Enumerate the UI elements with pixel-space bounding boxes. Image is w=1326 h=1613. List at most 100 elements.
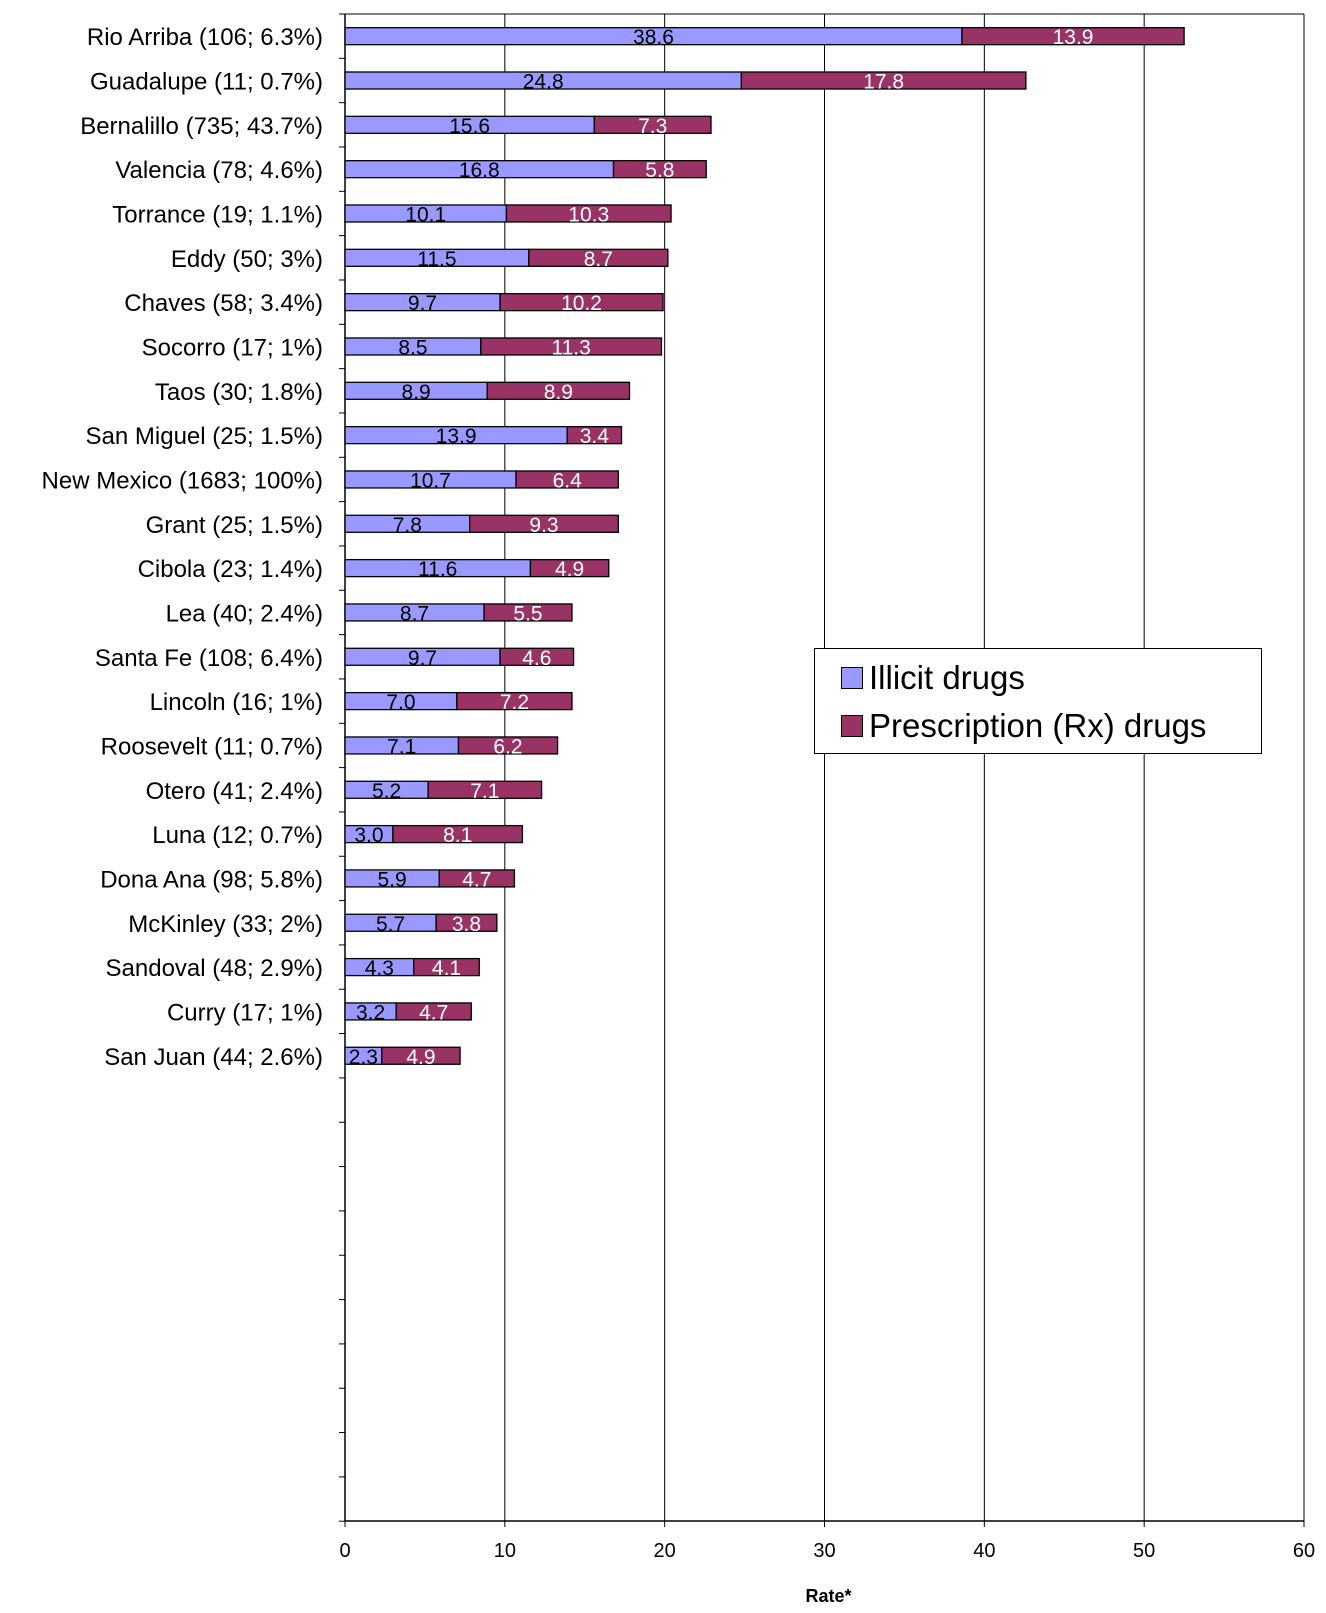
data-label: 2.3: [349, 1046, 378, 1069]
data-label: 9.7: [408, 647, 437, 670]
category-label: Valencia (78; 4.6%): [115, 157, 323, 184]
data-label: 10.7: [410, 469, 451, 492]
category-label: Taos (30; 1.8%): [155, 379, 323, 406]
data-label: 3.0: [354, 824, 383, 847]
data-label: 7.8: [393, 514, 422, 537]
data-label: 4.9: [555, 558, 584, 581]
category-label: Dona Ana (98; 5.8%): [100, 866, 323, 893]
bar-segment: [457, 736, 559, 755]
data-label: 4.3: [365, 957, 394, 980]
category-label: Bernalillo (735; 43.7%): [80, 113, 323, 140]
bar-segment: [499, 647, 575, 666]
category-label: New Mexico (1683; 100%): [42, 467, 323, 494]
bar-segment: [612, 160, 707, 179]
x-tick-label: 60: [1293, 1540, 1315, 1562]
bar-segment: [483, 603, 573, 622]
data-label: 4.7: [462, 868, 491, 891]
legend: Illicit drugs Prescription (Rx) drugs: [814, 648, 1262, 754]
data-label: 16.8: [459, 159, 500, 182]
category-label: Curry (17; 1%): [167, 999, 323, 1026]
legend-swatch-prescription: [841, 715, 863, 737]
bar-segment: [469, 514, 619, 533]
data-label: 10.1: [405, 203, 446, 226]
bar-segment: [395, 1002, 472, 1021]
data-label: 8.9: [544, 381, 573, 404]
data-label: 8.7: [584, 248, 613, 271]
bar-segment: [566, 425, 623, 445]
x-tick-label: 20: [654, 1540, 676, 1562]
bar-segment: [593, 115, 712, 134]
data-label: 5.2: [372, 780, 401, 803]
category-label: Chaves (58; 3.4%): [124, 290, 323, 317]
category-label: San Miguel (25; 1.5%): [86, 423, 323, 450]
legend-label-illicit: Illicit drugs: [869, 659, 1025, 696]
data-label: 7.2: [500, 691, 529, 714]
data-label: 5.7: [376, 913, 405, 936]
bar-segment: [529, 558, 610, 578]
legend-label-prescription: Prescription (Rx) drugs: [869, 707, 1207, 744]
category-label: Torrance (19; 1.1%): [112, 201, 323, 228]
data-label: 8.7: [400, 602, 429, 625]
x-tick-label: 50: [1133, 1540, 1155, 1562]
bar-segment: [413, 957, 480, 977]
category-label: San Juan (44; 2.6%): [104, 1044, 323, 1071]
legend-item-prescription: Prescription (Rx) drugs: [841, 707, 1206, 745]
data-label: 6.2: [493, 735, 522, 758]
data-label: 4.1: [432, 957, 461, 980]
data-label: 5.9: [378, 868, 407, 891]
data-label: 10.3: [568, 203, 609, 226]
legend-swatch-illicit: [841, 667, 863, 689]
category-label: Cibola (23; 1.4%): [138, 556, 323, 583]
data-label: 4.9: [406, 1046, 435, 1069]
category-label: Luna (12; 0.7%): [152, 822, 323, 849]
data-label: 8.9: [402, 381, 431, 404]
data-label: 8.1: [443, 824, 472, 847]
bar-segment: [740, 71, 1027, 90]
data-label: 5.5: [513, 602, 542, 625]
bar-segment: [427, 780, 543, 799]
data-label: 4.7: [419, 1001, 448, 1024]
data-label: 5.8: [645, 159, 674, 182]
data-label: 3.8: [452, 913, 481, 936]
category-label: Guadalupe (11; 0.7%): [90, 68, 323, 95]
x-axis-title: Rate*: [805, 1586, 851, 1606]
bar-segment: [486, 381, 631, 400]
category-label: Sandoval (48; 2.9%): [106, 955, 323, 982]
category-label: Santa Fe (108; 6.4%): [95, 645, 323, 672]
category-label: Grant (25; 1.5%): [146, 512, 323, 539]
data-label: 4.6: [522, 647, 551, 670]
x-tick-label: 10: [494, 1540, 516, 1562]
category-label: Otero (41; 2.4%): [146, 778, 323, 805]
bar-segment: [515, 470, 619, 489]
bar-segment: [381, 1046, 461, 1065]
bar-segment: [480, 337, 663, 356]
data-label: 10.2: [561, 292, 602, 315]
data-label: 11.6: [418, 558, 457, 581]
category-label: Eddy (50; 3%): [171, 246, 323, 273]
data-label: 15.6: [449, 115, 490, 138]
category-label: Roosevelt (11; 0.7%): [101, 733, 323, 760]
data-label: 7.1: [387, 735, 416, 758]
category-label: Lincoln (16; 1%): [150, 689, 323, 716]
bar-segment: [392, 824, 524, 844]
data-label: 7.1: [470, 780, 499, 803]
bar-segment: [499, 292, 664, 312]
data-label: 13.9: [436, 425, 477, 448]
bar-segment: [528, 248, 669, 267]
data-label: 3.2: [356, 1001, 385, 1024]
data-label: 9.3: [529, 514, 558, 537]
x-tick-label: 30: [813, 1540, 835, 1562]
legend-item-illicit: Illicit drugs: [841, 659, 1025, 697]
category-label: Lea (40; 2.4%): [166, 600, 323, 627]
data-label: 11.5: [417, 248, 456, 271]
data-label: 24.8: [523, 70, 564, 93]
category-label: McKinley (33; 2%): [128, 911, 323, 938]
bar-segment: [961, 27, 1185, 46]
data-label: 6.4: [553, 469, 583, 492]
bar-segment: [456, 691, 573, 711]
data-label: 17.8: [863, 70, 904, 93]
data-label: 7.0: [386, 691, 415, 714]
category-label: Rio Arriba (106; 6.3%): [87, 24, 323, 51]
data-label: 3.4: [580, 425, 610, 448]
